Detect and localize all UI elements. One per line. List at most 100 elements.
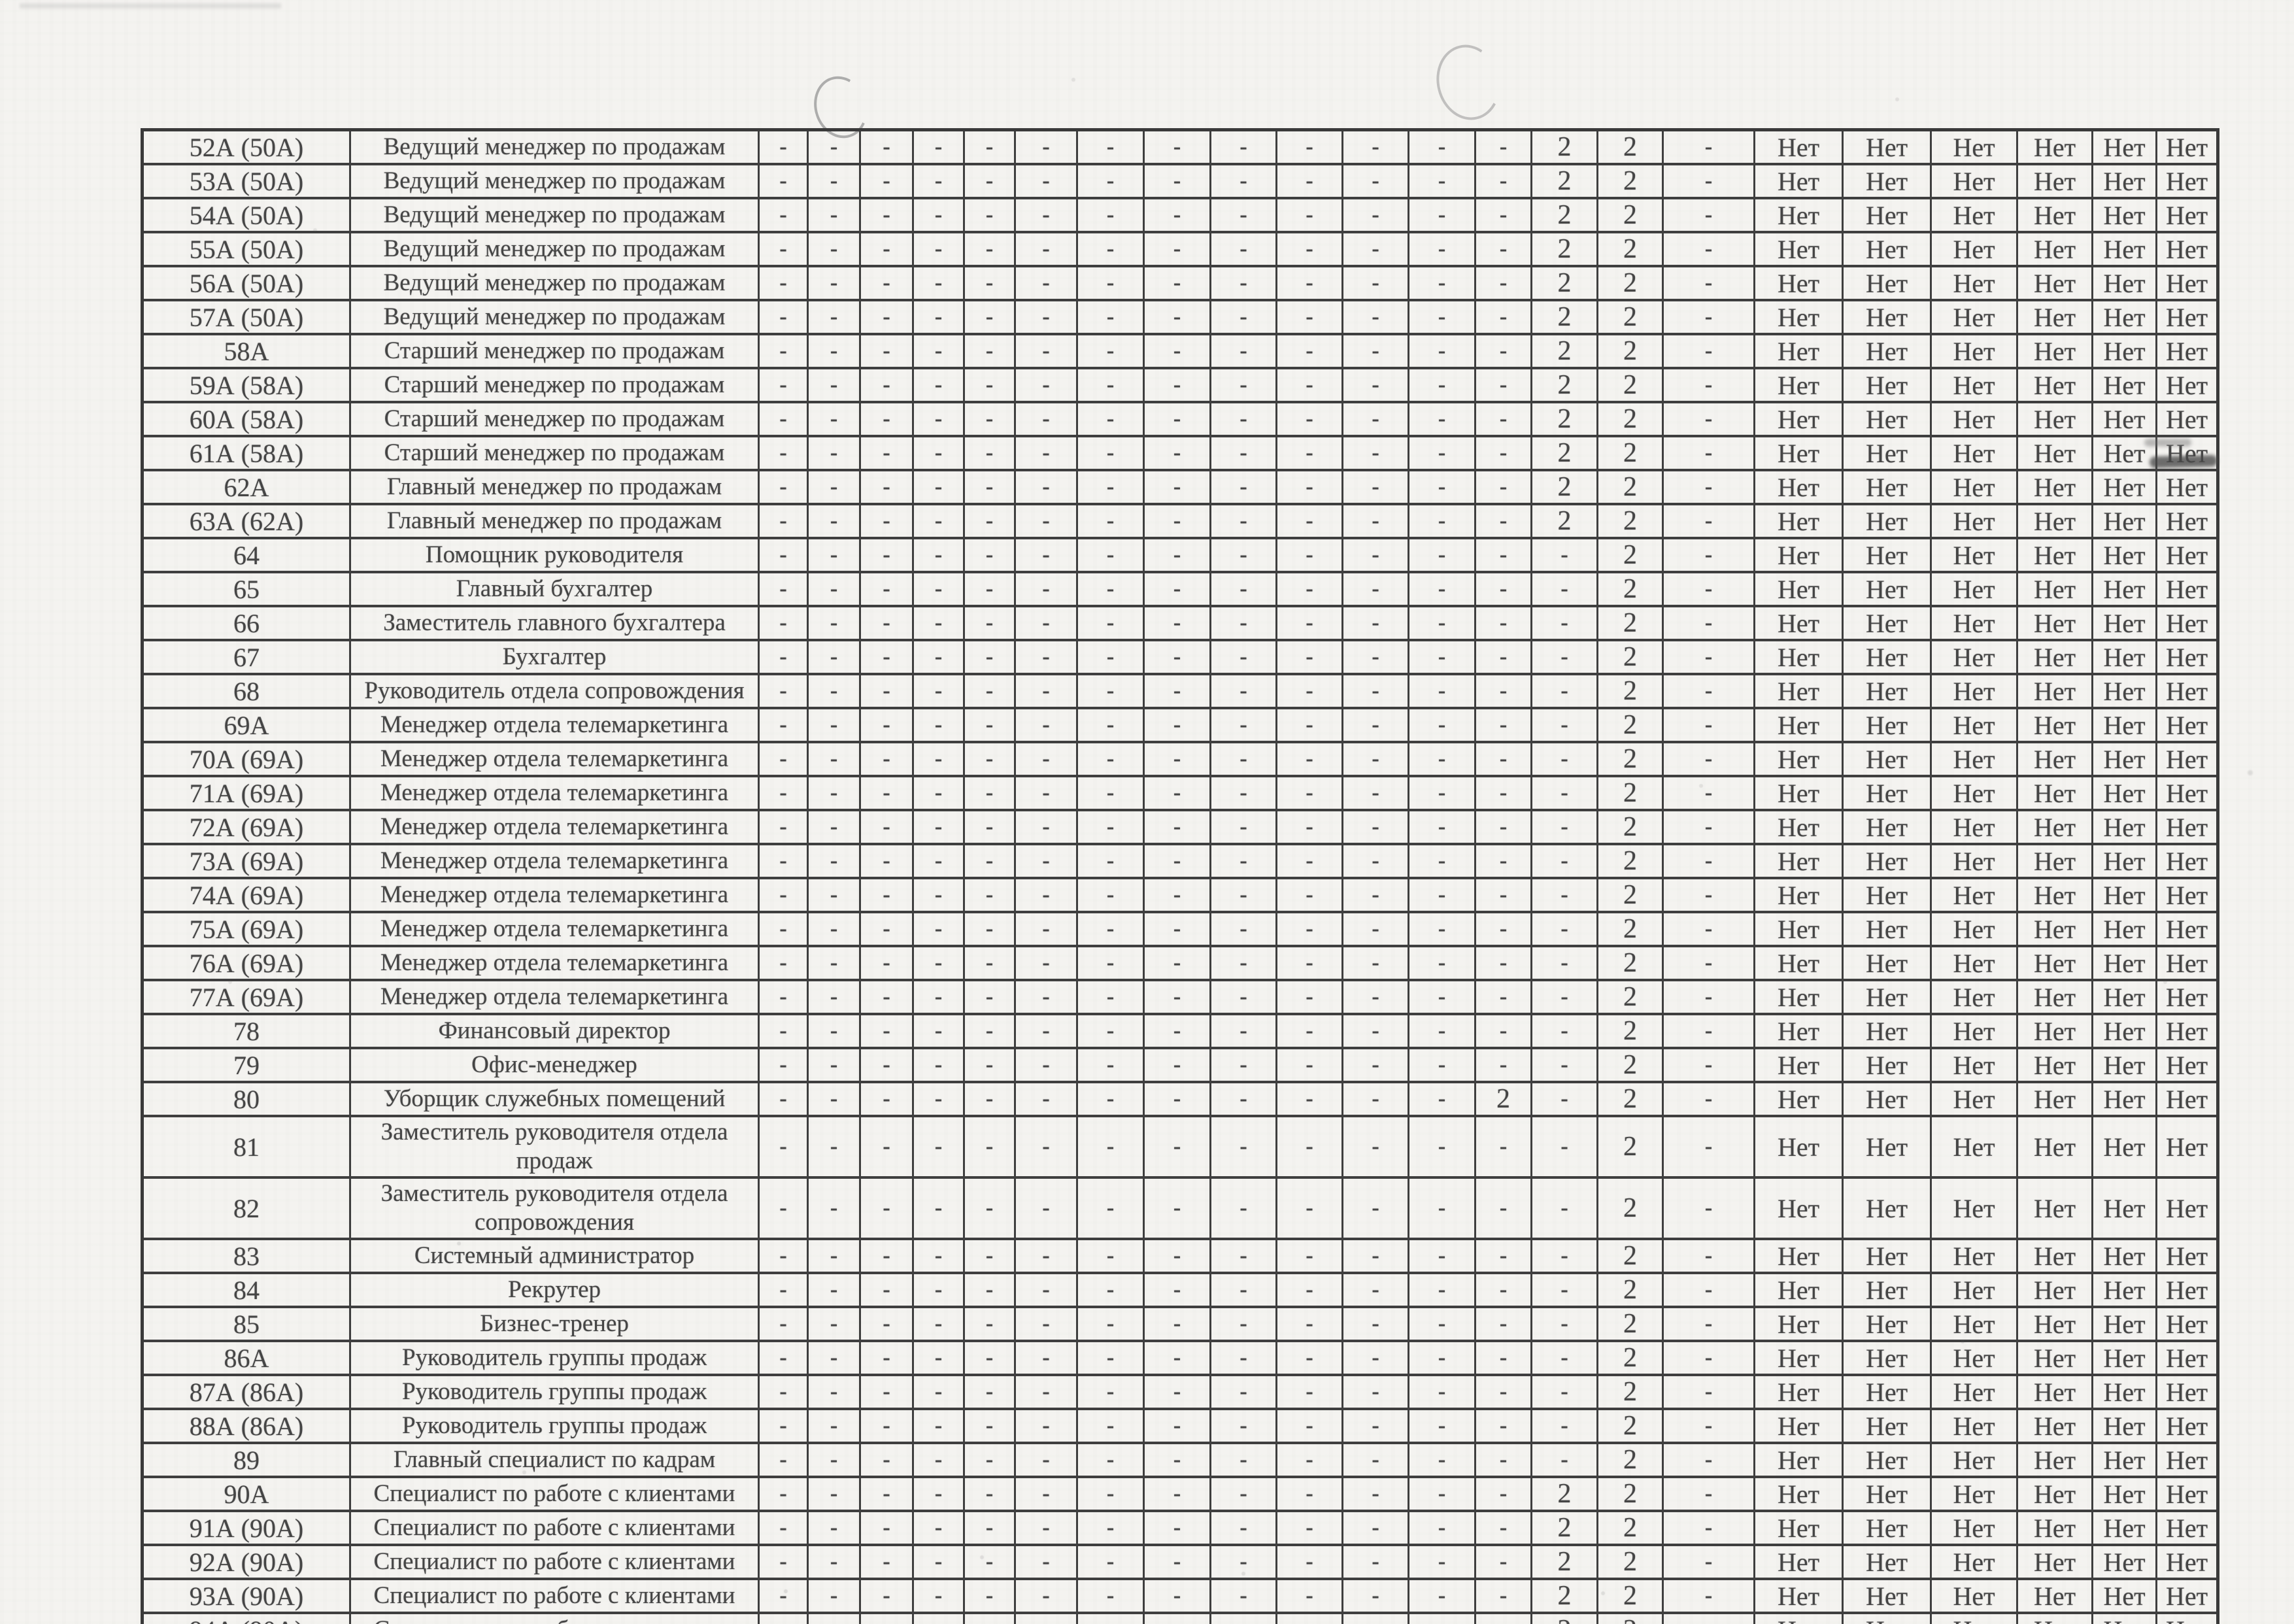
net-cell: Нет <box>1842 367 1932 403</box>
dash-cell: - <box>1408 843 1476 879</box>
net-cell: Нет <box>1842 1612 1932 1624</box>
dash-cell: - <box>1341 639 1409 675</box>
net-cell: Нет <box>2155 639 2219 675</box>
dash-cell: - <box>1341 401 1409 437</box>
net-cell: Нет <box>2155 1442 2219 1478</box>
net-cell: Нет <box>1930 1476 2018 1512</box>
dash-cell: - <box>1662 1306 1755 1342</box>
dash-cell: - <box>1076 1612 1145 1624</box>
net-cell: Нет <box>2016 1047 2093 1083</box>
count-cell: 2 <box>1530 469 1598 505</box>
net-cell: Нет <box>2091 877 2157 913</box>
dash-cell: - <box>807 605 861 641</box>
net-cell: Нет <box>1753 1272 1844 1308</box>
position-title-cell: Менеджер отдела телемаркетинга <box>349 843 760 879</box>
dash-cell: - <box>1209 775 1277 811</box>
table-row: 52А (50А) Ведущий менеджер по продажам - - -… <box>141 128 2219 165</box>
dash-cell: - <box>859 843 914 879</box>
net-cell: Нет <box>2091 1510 2157 1546</box>
dash-cell: - <box>807 741 861 777</box>
table-row: 85 Бизнес-тренер - - - - - - - - - - - - - -2- Нет Нет Нет… <box>141 1306 2219 1342</box>
dash-cell: - <box>1408 605 1476 641</box>
net-cell: Нет <box>1842 639 1932 675</box>
paper-specks <box>0 0 3 3</box>
net-cell: Нет <box>1930 197 2018 233</box>
net-cell: Нет <box>2016 1013 2093 1049</box>
dash-cell: - <box>1275 231 1343 267</box>
position-title-cell: Менеджер отдела телемаркетинга <box>349 741 760 777</box>
dash-cell: - <box>807 1510 861 1546</box>
count-cell: 2 <box>1530 1578 1598 1614</box>
net-cell: Нет <box>2091 605 2157 641</box>
dash-cell: - <box>1408 231 1476 267</box>
dash-cell: - <box>1530 1272 1598 1308</box>
dash-cell: - <box>1209 1013 1277 1049</box>
dash-cell: - <box>1209 197 1277 233</box>
dash-cell: - <box>963 741 1016 777</box>
dash-cell: - <box>859 1013 914 1049</box>
table-row: 86А Руководитель группы продаж - - - - - - - - - - -… <box>141 1340 2219 1376</box>
dash-cell: - <box>1662 265 1755 301</box>
dash-cell: - <box>912 1476 965 1512</box>
row-id-cell: 74А (69А) <box>141 877 351 913</box>
dash-cell: - <box>758 128 809 165</box>
dash-cell: - <box>1341 843 1409 879</box>
net-cell: Нет <box>1842 775 1932 811</box>
dash-cell: - <box>1341 605 1409 641</box>
dash-cell: - <box>1275 1115 1343 1179</box>
table-row: 74А (69А) Менеджер отдела телемаркетинга -… <box>141 877 2219 913</box>
row-id-cell: 57А (50А) <box>141 299 351 335</box>
dash-cell: - <box>963 843 1016 879</box>
net-cell: Нет <box>2155 537 2219 573</box>
row-id-cell: 54А (50А) <box>141 197 351 233</box>
count-cell: 2 <box>1596 741 1664 777</box>
net-cell: Нет <box>1753 979 1844 1015</box>
dash-cell: - <box>859 809 914 845</box>
dash-cell: - <box>1408 1510 1476 1546</box>
dash-cell: - <box>1341 877 1409 913</box>
row-id-cell: 58А <box>141 333 351 369</box>
net-cell: Нет <box>2016 1238 2093 1274</box>
net-cell: Нет <box>1753 911 1844 947</box>
dash-cell: - <box>1662 741 1755 777</box>
net-cell: Нет <box>2016 469 2093 505</box>
dash-cell: - <box>1143 197 1211 233</box>
dash-cell: - <box>1474 1578 1532 1614</box>
net-cell: Нет <box>1930 1306 2018 1342</box>
dash-cell: - <box>963 299 1016 335</box>
dash-cell: - <box>1474 469 1532 505</box>
dash-cell: - <box>1474 299 1532 335</box>
dash-cell: - <box>1341 231 1409 267</box>
table-row: 82 Заместитель руководителя отдела сопров… <box>141 1176 2219 1240</box>
dash-cell: - <box>1341 367 1409 403</box>
dash-cell: - <box>1209 911 1277 947</box>
net-cell: Нет <box>1842 333 1932 369</box>
table-row: 56А (50А) Ведущий менеджер по продажам - - -… <box>141 265 2219 301</box>
dash-cell: - <box>1014 911 1078 947</box>
dash-cell: - <box>963 673 1016 709</box>
dash-cell: - <box>912 1176 965 1240</box>
dash-cell: - <box>1530 1047 1598 1083</box>
dash-cell: - <box>1076 265 1145 301</box>
net-cell: Нет <box>2155 1176 2219 1240</box>
row-id-cell: 83 <box>141 1238 351 1274</box>
dash-cell: - <box>807 128 861 165</box>
net-cell: Нет <box>1842 979 1932 1015</box>
dash-cell: - <box>1209 367 1277 403</box>
dash-cell: - <box>1662 1612 1755 1624</box>
net-cell: Нет <box>2155 1476 2219 1512</box>
dash-cell: - <box>1341 537 1409 573</box>
dash-cell: - <box>912 1238 965 1274</box>
dash-cell: - <box>1474 707 1532 743</box>
net-cell: Нет <box>2016 1408 2093 1444</box>
net-cell: Нет <box>1930 673 2018 709</box>
dash-cell: - <box>859 945 914 981</box>
net-cell: Нет <box>2016 673 2093 709</box>
dash-cell: - <box>963 1408 1016 1444</box>
dash-cell: - <box>1143 265 1211 301</box>
dash-cell: - <box>1209 1238 1277 1274</box>
row-id-cell: 67 <box>141 639 351 675</box>
net-cell: Нет <box>1842 877 1932 913</box>
dash-cell: - <box>1275 945 1343 981</box>
